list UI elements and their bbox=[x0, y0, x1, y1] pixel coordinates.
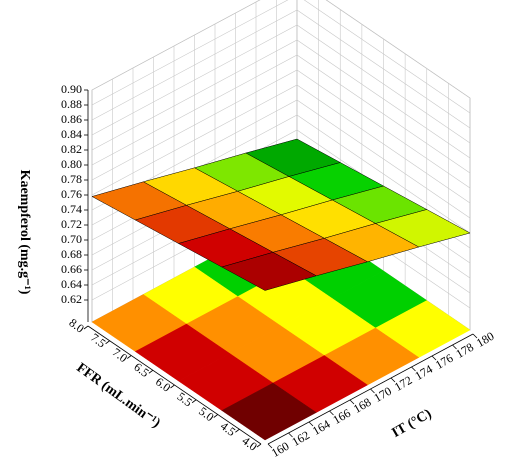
z-tick-label: 0.62 bbox=[61, 292, 82, 306]
x-tick-label: 180 bbox=[474, 329, 497, 350]
z-tick-label: 0.76 bbox=[61, 187, 82, 201]
y-tick bbox=[148, 369, 154, 374]
x-tick bbox=[308, 421, 314, 427]
surface-cell bbox=[221, 252, 317, 291]
z-tick-label: 0.72 bbox=[61, 217, 82, 231]
z-axis-title: Kaempferol (mg.g⁻¹) bbox=[17, 170, 32, 295]
y-tick bbox=[235, 428, 240, 433]
x-tick bbox=[267, 443, 273, 449]
z-tick-label: 0.86 bbox=[61, 112, 82, 126]
x-tick bbox=[390, 377, 396, 383]
y-tick bbox=[191, 399, 197, 404]
x-tick bbox=[370, 388, 375, 394]
z-tick-label: 0.68 bbox=[61, 247, 82, 261]
z-tick-label: 0.80 bbox=[61, 157, 82, 171]
x-tick bbox=[472, 333, 478, 339]
y-tick-label: 7.5 bbox=[88, 330, 108, 350]
y-tick-label: 7.0 bbox=[110, 345, 130, 365]
grid-line bbox=[91, 0, 471, 114]
z-tick-label: 0.78 bbox=[61, 172, 82, 186]
y-tick bbox=[105, 340, 110, 345]
z-tick-label: 0.82 bbox=[61, 142, 82, 156]
z-tick-label: 0.66 bbox=[61, 262, 82, 276]
y-tick-label: 4.5 bbox=[218, 419, 238, 439]
x-tick bbox=[431, 355, 437, 361]
contour-cell bbox=[221, 382, 317, 441]
y-tick-label: 8.0 bbox=[66, 316, 86, 336]
x-axis-title: IT (°C) bbox=[389, 406, 434, 441]
y-tick bbox=[256, 443, 262, 448]
y-tick bbox=[213, 414, 218, 418]
x-tick bbox=[452, 344, 457, 350]
z-tick-label: 0.70 bbox=[61, 232, 82, 246]
y-tick bbox=[83, 325, 89, 330]
y-tick bbox=[170, 384, 175, 389]
y-tick bbox=[127, 355, 132, 359]
z-tick-label: 0.88 bbox=[61, 97, 82, 111]
x-tick bbox=[349, 399, 355, 405]
z-tick-label: 0.64 bbox=[61, 277, 82, 291]
plot-area bbox=[91, 0, 471, 441]
y-tick-label: 6.5 bbox=[131, 360, 151, 380]
grid-line bbox=[91, 0, 471, 99]
z-tick-label: 0.84 bbox=[61, 127, 82, 141]
y-tick-label: 4.0 bbox=[239, 434, 259, 454]
y-tick-label: 5.5 bbox=[175, 389, 195, 409]
x-tick bbox=[411, 366, 416, 372]
y-tick-label: 5.0 bbox=[196, 404, 216, 424]
x-tick bbox=[288, 432, 293, 438]
z-tick-label: 0.90 bbox=[61, 82, 82, 96]
y-tick-label: 6.0 bbox=[153, 375, 173, 395]
z-tick-label: 0.74 bbox=[61, 202, 82, 216]
x-tick bbox=[329, 410, 334, 416]
